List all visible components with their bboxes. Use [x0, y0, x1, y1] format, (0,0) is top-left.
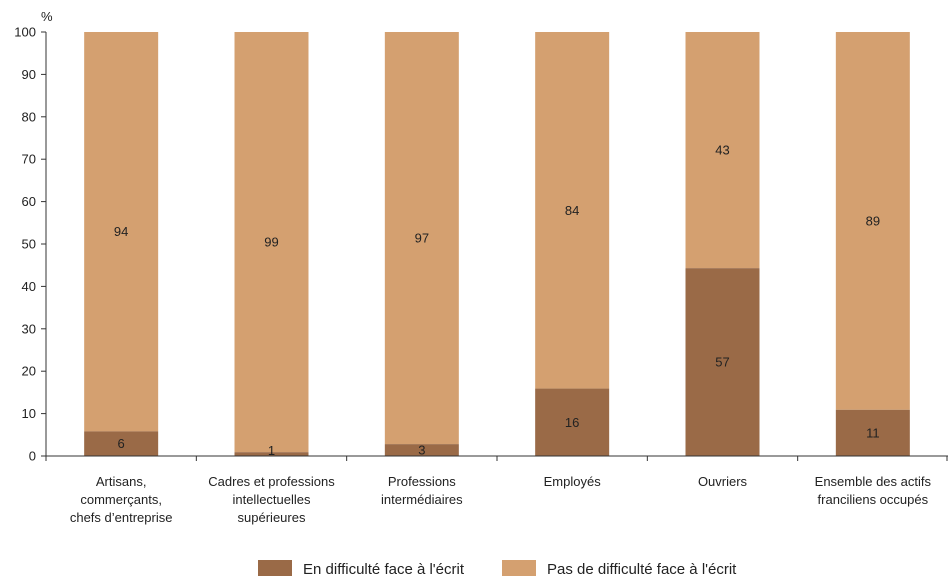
y-tick-label: 60 [22, 194, 36, 209]
y-tick-label: 100 [14, 25, 36, 40]
x-category-label: Professions intermédiaires [381, 474, 463, 507]
x-category-label: Artisans, commerçants, chefs d’entreprise [70, 474, 173, 525]
bar-segment-pas-de-difficulte [84, 32, 159, 432]
legend-swatch-en-difficulte [258, 560, 292, 576]
data-label-en-difficulte: 16 [565, 415, 579, 430]
bars: 94 6 99 1 97 3 84 16 43 57 89 11 [84, 32, 910, 458]
bar-segment-pas-de-difficulte [535, 32, 610, 389]
legend: En difficulté face à l'écrit Pas de diff… [258, 560, 737, 576]
bar-segment-pas-de-difficulte [384, 32, 459, 445]
y-tick-label: 50 [22, 237, 36, 252]
legend-swatch-pas-de-difficulte [502, 560, 536, 576]
data-label-pas-de-difficulte: 89 [866, 213, 880, 228]
y-axis: 0 10 20 30 40 50 60 70 80 90 100 [14, 25, 47, 464]
bar-segment-pas-de-difficulte [835, 32, 910, 410]
y-tick-label: 70 [22, 152, 36, 167]
legend-label-en-difficulte: En difficulté face à l'écrit [303, 561, 465, 576]
data-label-pas-de-difficulte: 43 [715, 143, 729, 158]
x-axis: Artisans, commerçants, chefs d’entreprise C… [45, 455, 948, 525]
data-label-pas-de-difficulte: 84 [565, 203, 579, 218]
bar-segment-pas-de-difficulte [685, 32, 760, 269]
data-label-en-difficulte: 1 [268, 443, 275, 458]
y-tick-label: 0 [29, 449, 36, 464]
bar-segment-en-difficulte [384, 444, 459, 456]
y-tick-label: 20 [22, 364, 36, 379]
bar-segment-en-difficulte [835, 409, 910, 456]
legend-label-pas-de-difficulte: Pas de difficulté face à l'écrit [547, 561, 737, 576]
bar-segment-en-difficulte [535, 388, 610, 456]
data-label-pas-de-difficulte: 94 [114, 224, 128, 239]
x-category-label: Cadres et professions intellectuelles supé… [208, 474, 335, 525]
y-tick-label: 30 [22, 321, 36, 336]
data-label-en-difficulte: 3 [418, 443, 425, 458]
y-axis-label: % [41, 9, 53, 24]
bar-segment-pas-de-difficulte [234, 32, 309, 453]
y-tick-label: 40 [22, 279, 36, 294]
x-category-label: Employés [544, 474, 602, 489]
x-category-label: Ouvriers [698, 474, 748, 489]
bar-segment-en-difficulte [84, 431, 159, 456]
x-category-label: Ensemble des actifs franciliens occupés [815, 474, 932, 507]
data-label-pas-de-difficulte: 99 [264, 235, 278, 250]
data-label-en-difficulte: 11 [866, 425, 880, 440]
y-tick-label: 90 [22, 67, 36, 82]
y-tick-label: 80 [22, 109, 36, 124]
data-label-en-difficulte: 57 [715, 355, 729, 370]
data-label-en-difficulte: 6 [118, 436, 125, 451]
bar-segment-en-difficulte [234, 452, 309, 456]
data-label-pas-de-difficulte: 97 [415, 231, 429, 246]
bar-segment-en-difficulte [685, 268, 760, 456]
y-tick-label: 10 [22, 406, 36, 421]
